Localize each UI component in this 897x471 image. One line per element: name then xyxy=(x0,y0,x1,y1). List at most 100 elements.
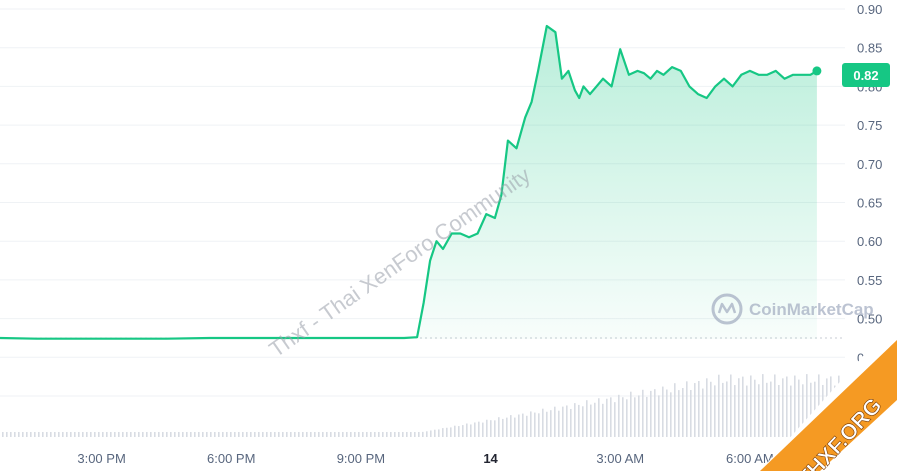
volume-bar xyxy=(314,432,316,437)
thxf-corner-ribbon: THXF.ORG xyxy=(760,318,897,471)
volume-bar xyxy=(366,432,368,437)
volume-bar xyxy=(278,432,280,437)
volume-bar xyxy=(182,432,184,437)
volume-bar xyxy=(298,432,300,437)
volume-bar xyxy=(362,432,364,437)
volume-bar xyxy=(222,432,224,437)
volume-bar xyxy=(186,432,188,437)
volume-bar xyxy=(554,406,556,437)
volume-bar xyxy=(354,432,356,437)
volume-bar xyxy=(258,432,260,437)
volume-bar xyxy=(746,385,748,437)
volume-bar xyxy=(598,398,600,437)
volume-bar xyxy=(302,432,304,437)
volume-bar xyxy=(310,432,312,437)
volume-bar xyxy=(110,432,112,437)
volume-bar xyxy=(742,376,744,437)
volume-bar xyxy=(218,432,220,437)
volume-bar xyxy=(226,432,228,437)
volume-bar xyxy=(58,432,60,437)
volume-bar xyxy=(234,432,236,437)
volume-bar xyxy=(498,417,500,437)
volume-bar xyxy=(614,402,616,437)
volume-bar xyxy=(634,397,636,437)
volume-bar xyxy=(426,431,428,437)
volume-bar xyxy=(30,432,32,437)
volume-bar xyxy=(514,417,516,437)
volume-bar xyxy=(666,389,668,437)
volume-bar xyxy=(190,432,192,437)
volume-bar xyxy=(70,432,72,437)
volume-bar xyxy=(610,397,612,437)
volume-bar xyxy=(330,432,332,437)
volume-bar xyxy=(650,390,652,437)
volume-bar xyxy=(658,395,660,437)
volume-bar xyxy=(718,374,720,437)
volume-bar xyxy=(506,417,508,437)
volume-bar xyxy=(786,376,788,437)
y-tick-label: 0.50 xyxy=(857,312,882,327)
volume-bar xyxy=(322,432,324,437)
volume-bar xyxy=(754,379,756,437)
volume-bar xyxy=(622,397,624,437)
x-tick-label: 3:00 AM xyxy=(596,451,644,466)
volume-bar xyxy=(794,375,796,437)
volume-bar xyxy=(214,432,216,437)
volume-bar xyxy=(242,432,244,437)
volume-bar xyxy=(566,405,568,437)
volume-bar xyxy=(502,418,504,437)
volume-bar xyxy=(766,382,768,437)
volume-bar xyxy=(82,432,84,437)
volume-bar xyxy=(546,411,548,437)
y-tick-label: 0.60 xyxy=(857,234,882,249)
volume-bar xyxy=(570,408,572,437)
volume-bar xyxy=(686,381,688,437)
volume-bar xyxy=(470,424,472,437)
volume-bar xyxy=(414,432,416,437)
volume-bar xyxy=(698,381,700,437)
volume-bar xyxy=(14,432,16,437)
volume-bar xyxy=(682,388,684,437)
volume-bar xyxy=(254,432,256,437)
volume-bar xyxy=(22,432,24,437)
volume-bar xyxy=(618,394,620,437)
volume-bar xyxy=(134,432,136,437)
volume-bar xyxy=(478,421,480,437)
volume-bar xyxy=(74,432,76,437)
volume-bar xyxy=(266,432,268,437)
volume-bar xyxy=(210,432,212,437)
volume-bar xyxy=(6,432,8,437)
volume-bar xyxy=(294,432,296,437)
volume-bar xyxy=(62,432,64,437)
volume-bar xyxy=(442,428,444,437)
volume-bar xyxy=(178,432,180,437)
volume-bar xyxy=(10,432,12,437)
volume-bar xyxy=(418,432,420,437)
volume-bar xyxy=(90,432,92,437)
volume-bar xyxy=(390,432,392,437)
volume-bar xyxy=(714,385,716,437)
y-tick-label: 0.70 xyxy=(857,157,882,172)
volume-bar xyxy=(674,383,676,437)
volume-bar xyxy=(758,384,760,437)
volume-bar xyxy=(790,385,792,437)
x-axis-ticks: 3:00 PM 6:00 PM 9:00 PM 14 3:00 AM 6:00 AM xyxy=(77,451,773,466)
volume-bar xyxy=(466,423,468,437)
volume-bar xyxy=(282,432,284,437)
volume-bar xyxy=(606,398,608,437)
volume-bar xyxy=(66,432,68,437)
volume-bar xyxy=(130,432,132,437)
volume-bar xyxy=(438,429,440,437)
volume-bar xyxy=(534,412,536,437)
volume-bar xyxy=(646,396,648,437)
volume-bar xyxy=(262,432,264,437)
volume-bar xyxy=(774,374,776,437)
volume-bar xyxy=(290,432,292,437)
volume-bar xyxy=(382,432,384,437)
volume-bar xyxy=(334,432,336,437)
volume-bar xyxy=(386,432,388,437)
x-tick-label: 14 xyxy=(483,451,498,466)
volume-bar xyxy=(806,374,808,437)
coinmarketcap-watermark: CoinMarketCap xyxy=(711,293,874,325)
volume-bar xyxy=(458,426,460,437)
